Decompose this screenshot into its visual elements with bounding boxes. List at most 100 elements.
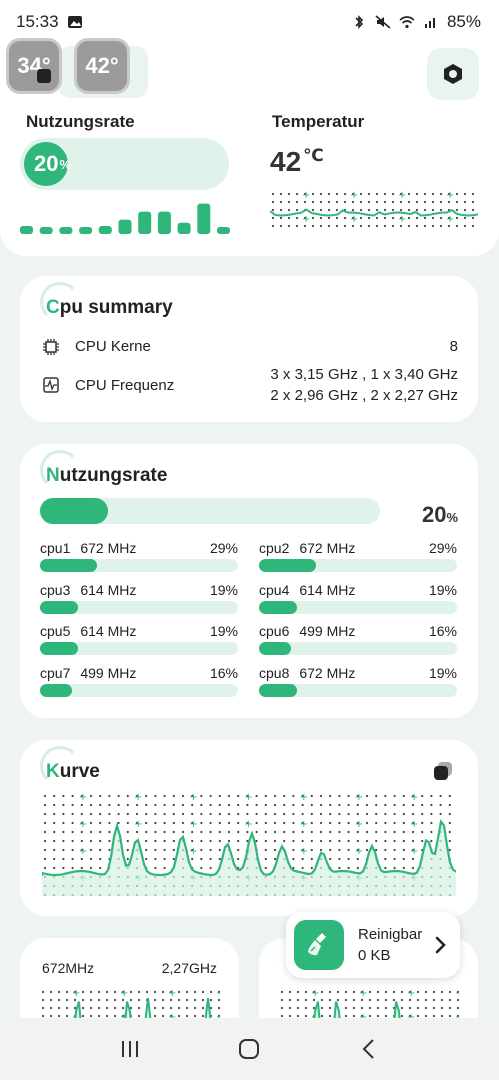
core-percent: 19% [209, 581, 238, 598]
core-frequency: 499 MHz [299, 623, 356, 639]
core-percent: 29% [209, 540, 238, 556]
svg-text:+: + [300, 819, 308, 830]
history-bar [59, 227, 73, 234]
total-usage-value: 20% [422, 502, 458, 528]
usage-bar-fill: 20% [24, 142, 71, 186]
history-bar [138, 211, 152, 234]
core-frequency: 672 MHz [299, 540, 356, 556]
dot-grid: + + + + + + + + [271, 190, 475, 228]
svg-text:+: + [216, 1012, 220, 1023]
back-button[interactable] [357, 1037, 381, 1061]
cpu-frequency-row: CPU Frequenz 3 x 3,15 GHz , 1 x 3,40 GHz… [42, 364, 458, 406]
decorative-arc [40, 746, 80, 786]
curve-line [42, 819, 456, 877]
curve-card-title-rest: urve [59, 761, 100, 782]
core-bar-fill [259, 683, 297, 697]
core-percent: 29% [428, 540, 457, 556]
history-bar [79, 227, 93, 234]
core-usage-cpu6: cpu6 499 MHz 16% [259, 623, 457, 659]
image-icon [67, 16, 82, 28]
signal-icon [424, 18, 435, 28]
usage-history-bars [20, 203, 230, 234]
core-bar [40, 559, 238, 572]
core-frequency-max: 2,27GHz [161, 960, 217, 976]
usage-card-title-rest: utzungsrate [59, 465, 168, 486]
svg-text:+: + [446, 190, 454, 201]
temperature-line [270, 208, 478, 217]
cpu-summary-card: Cpu summary CPU Kerne 8 CPU Frequenz 3 x… [20, 276, 478, 422]
core-frequency: 499 MHz [80, 664, 137, 681]
svg-text:+: + [455, 1012, 459, 1023]
svg-text:+: + [216, 988, 220, 999]
copy-icon[interactable] [432, 760, 454, 782]
svg-text:+: + [350, 214, 358, 225]
svg-text:+: + [168, 1012, 176, 1023]
total-usage-percent-sign: % [446, 510, 458, 525]
wifi-icon [399, 16, 415, 29]
svg-text:+: + [407, 1012, 415, 1023]
recent-apps-button[interactable] [118, 1037, 142, 1061]
core-label: cpu4 614 MHz [259, 582, 355, 598]
curve-card-title-first: K [46, 761, 60, 782]
decorative-arc [40, 450, 80, 490]
core-bar [259, 559, 457, 572]
curve-card-title: Kurve [46, 761, 100, 783]
usage-card-title-first: N [46, 465, 60, 486]
history-bar [197, 203, 211, 234]
pulse-icon [43, 377, 59, 393]
temperature-graph: + + + + + + + + [270, 190, 478, 228]
chip-icon [43, 338, 59, 355]
status-bar: 15:33 85% [0, 0, 499, 44]
core-bar [259, 642, 457, 655]
cleaner-popup[interactable]: Reinigbar 0 KB [286, 912, 460, 978]
cpu-frequency-label: CPU Frequenz [75, 376, 175, 394]
core-label: cpu3 614 MHz [40, 582, 136, 598]
mini-window-icon [37, 69, 51, 83]
chevron-right-icon[interactable] [434, 935, 448, 955]
curve-area [42, 821, 456, 896]
core-usage-cpu2: cpu2 672 MHz 29% [259, 540, 457, 576]
svg-text:+: + [355, 819, 363, 830]
svg-text:+: + [455, 988, 459, 999]
svg-text:+: + [244, 819, 252, 830]
core-percent: 19% [209, 623, 238, 639]
core-label: cpu2 672 MHz [259, 540, 355, 556]
svg-text:+: + [168, 988, 176, 999]
svg-text:+: + [300, 846, 308, 857]
cleaner-label: Reinigbar [358, 926, 423, 943]
cleaner-value: 0 KB [358, 947, 391, 964]
home-button[interactable] [237, 1037, 261, 1061]
core-usage-cpu8: cpu8 672 MHz 19% [259, 665, 457, 701]
core-frequency: 614 MHz [299, 581, 356, 598]
total-usage-number: 20 [421, 502, 447, 527]
history-bar [98, 226, 112, 234]
navigation-bar [0, 1018, 499, 1080]
svg-text:+: + [120, 1012, 128, 1023]
hexagon-settings-icon [444, 64, 462, 84]
core-name: cpu6 [259, 623, 290, 639]
temperature-number: 42 [270, 146, 302, 177]
core-frequency: 672 MHz [80, 540, 137, 556]
core-bar [40, 600, 238, 614]
floating-cpu-temp-bubble[interactable]: 34° [6, 38, 62, 94]
svg-text:+: + [134, 819, 142, 830]
core-usage-cpu3: cpu3 614 MHz 19% [40, 582, 238, 618]
cpu-cores-value: 8 [449, 338, 458, 355]
core-name: cpu8 [259, 664, 290, 681]
core-bar [259, 600, 457, 614]
cpu-summary-title: Cpu summary [46, 297, 173, 319]
svg-text:+: + [189, 846, 197, 857]
cpu-frequency-line-2: 2 x 2,96 GHz , 2 x 2,27 GHz [270, 387, 458, 404]
svg-text:+: + [359, 988, 367, 999]
usage-card-title: Nutzungsrate [46, 465, 167, 487]
core-name: cpu1 [40, 540, 71, 556]
core-percent: 19% [428, 664, 457, 681]
core-name: cpu4 [259, 581, 290, 598]
svg-text:+: + [355, 792, 363, 803]
floating-battery-temp-bubble[interactable]: 42° [74, 38, 130, 94]
total-usage-bar-fill [40, 498, 108, 524]
history-bar [39, 227, 53, 234]
settings-button[interactable] [427, 48, 479, 100]
svg-text:+: + [302, 190, 310, 201]
top-card: 15:33 85% Floating fenster 34° 42° Nutzu… [0, 0, 499, 256]
